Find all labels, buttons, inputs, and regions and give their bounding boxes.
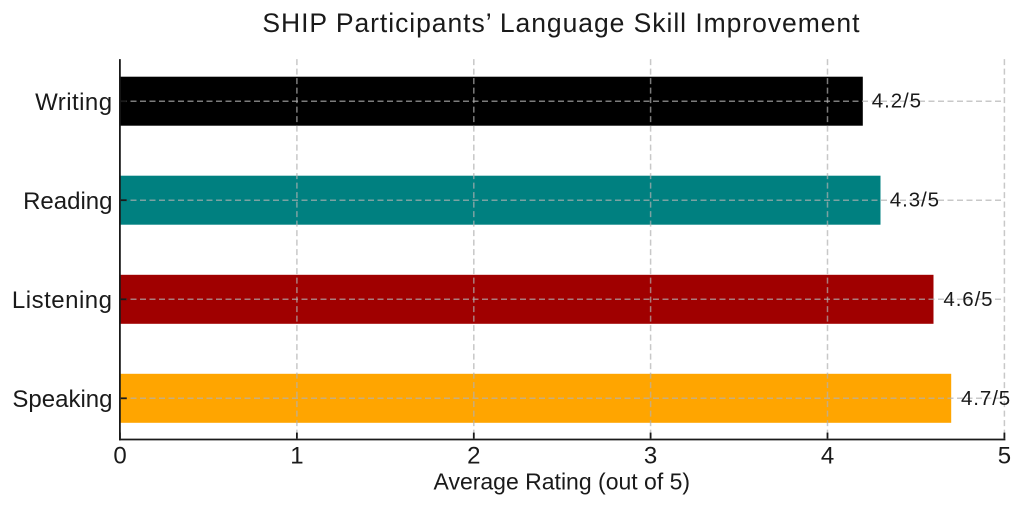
svg-text:Listening: Listening [12, 287, 113, 314]
svg-text:1: 1 [290, 443, 303, 470]
svg-text:4: 4 [821, 443, 834, 470]
svg-text:4.2/5: 4.2/5 [872, 90, 922, 113]
svg-text:SHIP Participants’ Language Sk: SHIP Participants’ Language Skill Improv… [262, 8, 860, 38]
svg-text:Average Rating (out of 5): Average Rating (out of 5) [434, 468, 691, 494]
svg-text:4.7/5: 4.7/5 [961, 387, 1011, 410]
svg-text:5: 5 [998, 443, 1011, 470]
svg-text:3: 3 [644, 443, 657, 470]
svg-text:Speaking: Speaking [12, 386, 112, 413]
svg-text:2: 2 [467, 443, 480, 470]
svg-text:4.3/5: 4.3/5 [890, 189, 940, 212]
svg-text:Writing: Writing [35, 89, 112, 116]
svg-text:Reading: Reading [23, 188, 112, 215]
svg-text:4.6/5: 4.6/5 [943, 288, 993, 311]
svg-text:0: 0 [113, 443, 126, 470]
